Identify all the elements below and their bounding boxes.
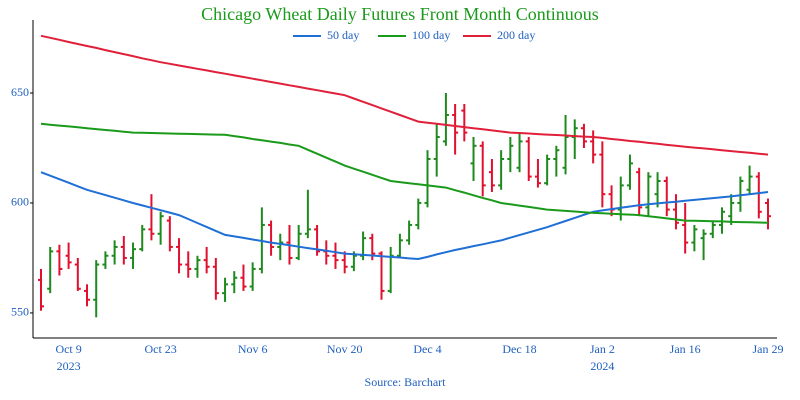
legend-label: 200 day (497, 28, 535, 42)
x-tick-label: Jan 29 (753, 342, 784, 356)
moving-average-line (40, 34, 769, 156)
x-year-label: 2023 (57, 359, 81, 373)
x-tick-label: Jan 2 (590, 342, 615, 356)
legend-label: 100 day (412, 28, 450, 42)
moving-average-line (40, 122, 769, 224)
y-tick-label: 650 (11, 85, 29, 99)
x-tick-label: Nov 6 (238, 342, 268, 356)
chart-title: Chicago Wheat Daily Futures Front Month … (201, 4, 599, 24)
x-tick-label: Dec 4 (413, 342, 441, 356)
moving-average-line (40, 171, 769, 261)
x-tick-label: Dec 18 (502, 342, 536, 356)
x-year-label: 2024 (590, 359, 614, 373)
x-tick-label: Oct 23 (144, 342, 176, 356)
source-note: Source: Barchart (365, 375, 447, 389)
y-tick-label: 550 (11, 305, 29, 319)
x-tick-label: Jan 16 (670, 342, 701, 356)
y-tick-label: 600 (11, 195, 29, 209)
x-tick-label: Nov 20 (327, 342, 363, 356)
legend-label: 50 day (327, 28, 359, 42)
x-tick-label: Oct 9 (55, 342, 81, 356)
